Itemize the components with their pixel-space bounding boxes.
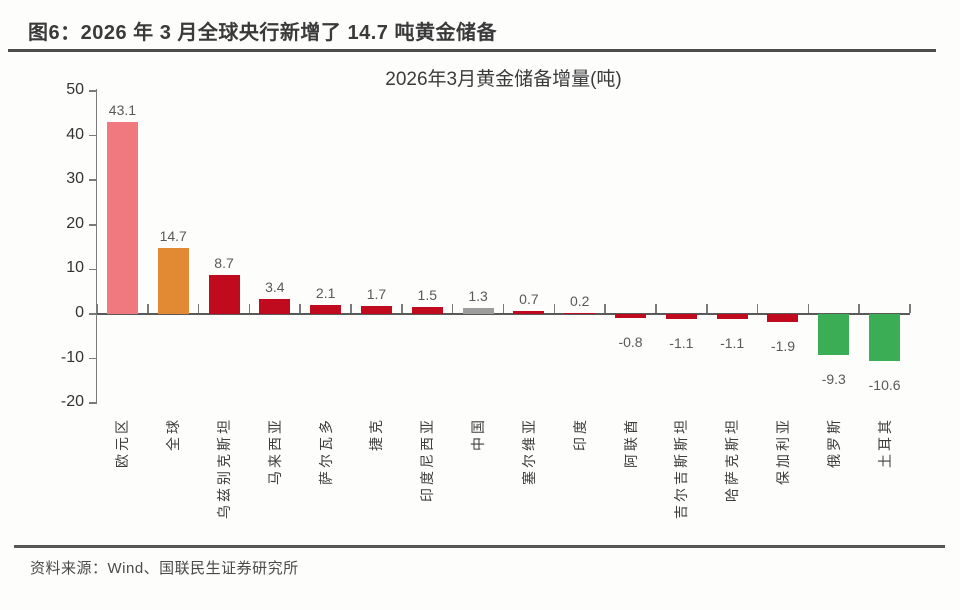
- chart-bar: [564, 313, 596, 314]
- x-axis-tick: [756, 304, 759, 313]
- chart-bar: [462, 308, 494, 314]
- bar-value-label: -1.9: [770, 338, 796, 355]
- bar-value-label: 2.1: [315, 284, 336, 301]
- category-label: 欧元区: [114, 417, 131, 468]
- category-label: 马来西亚: [266, 417, 283, 485]
- bar-value-label: 0.7: [519, 290, 539, 307]
- x-axis-tick: [451, 304, 454, 313]
- y-axis-tick-label: 50: [66, 81, 84, 98]
- y-axis-tick-label: 20: [66, 214, 84, 232]
- bar-value-label: -9.3: [821, 371, 846, 388]
- y-axis-tick: [89, 179, 97, 181]
- figure-title: 图6：2026 年 3 月全球央行新增了 14.7 吨黄金储备: [28, 22, 497, 44]
- bar-value-label: 1.3: [468, 288, 488, 305]
- category-label: 土耳其: [876, 417, 893, 468]
- x-axis-tick: [248, 304, 251, 313]
- x-axis-tick: [401, 304, 403, 313]
- x-axis-tick: [502, 304, 505, 313]
- y-axis-tick: [89, 357, 97, 360]
- plot-area: 50 40 30 20 10 0 -10 -20 43.1 欧元区 14.7 全球 8.7 乌兹别克斯坦 3…: [60, 81, 911, 519]
- y-axis-tick: [89, 90, 97, 92]
- category-label: 全球: [165, 417, 182, 451]
- chart-bar: [513, 310, 545, 314]
- y-axis-tick: [89, 402, 97, 404]
- chart-bar: [411, 307, 443, 314]
- bar-value-label: 0.2: [569, 293, 590, 310]
- y-axis-tick-label: 10: [66, 259, 84, 277]
- chart-bar: [259, 298, 291, 314]
- y-axis-tick-label: -20: [60, 393, 84, 411]
- category-label: 塞尔维亚: [520, 417, 537, 485]
- bar-value-label: -1.1: [669, 334, 694, 351]
- chart-bar: [157, 248, 189, 314]
- bar-value-label: -10.6: [868, 377, 901, 394]
- x-axis-tick: [350, 304, 352, 313]
- chart-bar: [208, 275, 240, 314]
- category-label: 印度尼西亚: [419, 417, 436, 502]
- x-axis-tick: [705, 304, 708, 313]
- chart-bar: [716, 314, 748, 319]
- bar-value-label: 1.7: [366, 286, 387, 303]
- source-note: 资料来源：Wind、国联民生证券研究所: [30, 560, 299, 577]
- chart-bar: [665, 314, 697, 319]
- x-axis-tick: [553, 304, 556, 313]
- y-axis-tick-label: 30: [66, 170, 84, 188]
- category-label: 吉尔吉斯斯坦: [673, 417, 690, 519]
- bar-value-label: 43.1: [108, 101, 137, 118]
- bar-value-label: -1.1: [720, 334, 745, 351]
- bar-value-label: 1.5: [417, 287, 438, 304]
- category-label: 中国: [470, 417, 487, 451]
- y-axis-tick: [89, 313, 97, 315]
- footer-divider: [14, 545, 945, 548]
- chart-bar: [360, 306, 392, 314]
- y-axis-tick: [89, 268, 97, 271]
- chart-bar: [869, 314, 901, 362]
- bar-value-label: -0.8: [618, 333, 643, 350]
- x-axis-tick: [96, 304, 98, 313]
- category-label: 乌兹别克斯坦: [216, 417, 233, 519]
- bar-value-label: 3.4: [265, 278, 285, 295]
- bar-value-label: 8.7: [214, 255, 234, 272]
- y-axis-tick-label: 40: [66, 125, 84, 143]
- x-axis-tick: [655, 304, 657, 313]
- chart-bar: [818, 314, 850, 356]
- chart-bar: [615, 314, 647, 318]
- category-label: 哈萨克斯坦: [724, 417, 741, 502]
- x-axis-tick: [909, 304, 911, 313]
- chart-bar: [767, 314, 799, 323]
- category-label: 俄罗斯: [825, 417, 842, 468]
- category-label: 保加利亚: [774, 417, 791, 485]
- chart-bar: [106, 121, 138, 314]
- header-divider: [8, 49, 936, 52]
- zero-axis-line: [96, 313, 910, 316]
- category-label: 印度: [571, 417, 588, 451]
- category-label: 萨尔瓦多: [317, 417, 334, 485]
- y-axis-tick: [89, 224, 97, 226]
- x-axis-tick: [604, 304, 606, 313]
- chart-title: 2026年3月黄金储备增量(吨): [385, 69, 622, 90]
- y-axis-line: [95, 89, 98, 404]
- x-axis-tick: [197, 304, 200, 313]
- x-axis-tick: [147, 304, 149, 313]
- x-axis-tick: [858, 304, 860, 313]
- x-axis-tick: [807, 304, 810, 313]
- y-axis-tick-label: 0: [75, 304, 84, 321]
- y-axis-tick-label: -10: [60, 348, 84, 366]
- category-label: 捷克: [368, 417, 385, 451]
- y-axis-tick: [89, 134, 97, 137]
- category-label: 阿联酋: [622, 417, 639, 468]
- chart-bar: [310, 304, 342, 314]
- bar-value-label: 14.7: [159, 228, 187, 245]
- x-axis-tick: [299, 304, 302, 313]
